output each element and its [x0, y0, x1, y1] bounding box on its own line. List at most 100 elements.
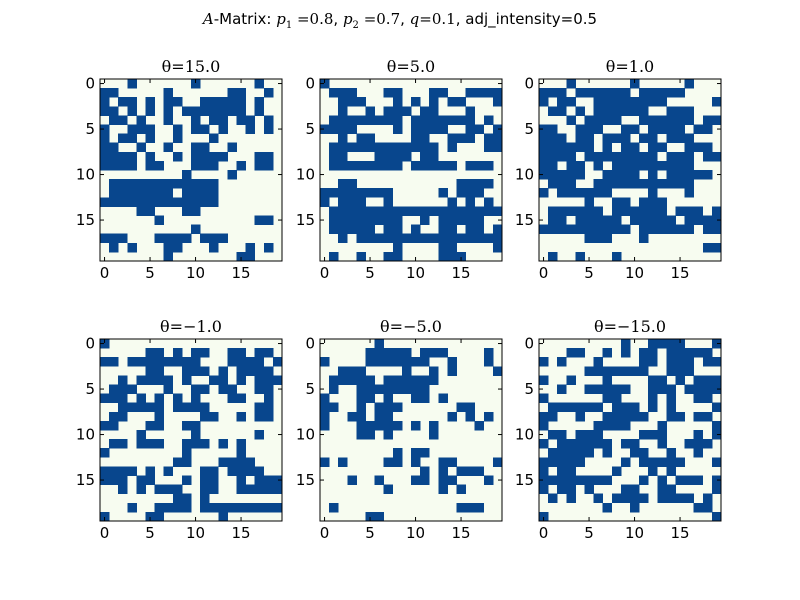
heatmap-cell-run	[539, 511, 549, 522]
heatmap-cell-run	[539, 97, 549, 107]
heatmap-cell-run	[702, 357, 722, 367]
y-tick-label: 0	[305, 335, 315, 353]
heatmap-cell-run	[374, 339, 385, 349]
heatmap-cell-run	[584, 115, 622, 125]
heatmap-cell-run	[666, 170, 713, 180]
heatmap-cell-run	[711, 475, 722, 485]
heatmap-cell-run	[438, 215, 485, 225]
heatmap-cell-run	[145, 511, 165, 522]
heatmap-cell-run	[109, 179, 219, 189]
heatmap-cell-run	[145, 466, 155, 476]
heatmap-cell-run	[254, 106, 265, 116]
heatmap-cell-run	[100, 142, 119, 153]
heatmap-cell-run	[172, 151, 183, 162]
suptitle-separator-1: ,	[333, 10, 343, 28]
heatmap-cell-run	[227, 466, 265, 476]
heatmap-cell-run	[711, 206, 722, 216]
x-tick-label: 10	[406, 264, 425, 282]
heatmap-cell-run	[593, 179, 695, 189]
heatmap-cell-run	[254, 160, 274, 171]
heatmap-cell-run	[711, 484, 722, 495]
heatmap-cell-run	[630, 215, 676, 225]
heatmap-cell-run	[163, 242, 183, 253]
heatmap-cell-run	[602, 393, 622, 404]
heatmap-cell-run	[456, 502, 485, 513]
heatmap-panel-6: θ=−15.0 0 5 10 15 0 5 10 15	[515, 317, 722, 542]
heatmap-cell-run	[539, 170, 585, 180]
heatmap-cell-run	[136, 439, 165, 449]
heatmap-cell-run	[447, 357, 457, 367]
heatmap-cell-run	[254, 411, 274, 422]
heatmap-cell-run	[566, 375, 576, 385]
heatmap-cell-run	[539, 420, 549, 431]
heatmap-cell-run	[492, 457, 503, 467]
heatmap-cell-run	[356, 133, 375, 144]
heatmap-cell-run	[181, 206, 201, 216]
heatmap-cell-run	[383, 484, 394, 495]
heatmap-cell-run	[666, 357, 695, 367]
heatmap-cell-run	[575, 411, 585, 422]
heatmap-cell-run	[639, 233, 649, 244]
heatmap-cell-run	[100, 160, 137, 171]
heatmap-cell-run	[263, 124, 274, 134]
heatmap-cell-run	[492, 242, 503, 253]
subplot-title: θ=15.0	[162, 57, 221, 76]
heatmap-cell-run	[639, 224, 695, 235]
heatmap-cell-run	[684, 215, 722, 225]
heatmap-cell-run	[639, 457, 685, 467]
heatmap-cell-run	[100, 106, 119, 116]
heatmap-cell-run	[154, 215, 165, 225]
heatmap-cell-run	[548, 430, 567, 440]
heatmap-cell-run	[611, 206, 667, 216]
heatmap-cell-run	[329, 151, 348, 162]
heatmap-cell-run	[263, 393, 274, 404]
heatmap-cell-run	[209, 115, 228, 125]
heatmap-cell-run	[438, 466, 448, 476]
heatmap-cell-run	[483, 357, 494, 367]
heatmap-cell-run	[666, 366, 695, 376]
heatmap-cell-run	[711, 339, 722, 349]
axes-frame	[99, 338, 283, 522]
x-tick-label: 15	[452, 264, 471, 282]
heatmap-cell-run	[100, 97, 110, 107]
x-tick-label: 15	[452, 524, 471, 542]
y-tick-label: 0	[305, 75, 315, 93]
suptitle-q-symbol: q	[409, 10, 420, 28]
heatmap-cell-run	[539, 224, 631, 235]
heatmap-cell-run	[711, 511, 722, 522]
suptitle-p2-letter: p	[342, 10, 353, 28]
heatmap-cell-run	[163, 466, 174, 476]
heatmap-cell-run	[639, 197, 667, 207]
heatmap-cell-run	[254, 215, 274, 225]
heatmap-cell-run	[191, 384, 210, 394]
heatmap-cell-run	[329, 384, 339, 394]
heatmap-cell-run	[639, 357, 658, 367]
heatmap-cell-run	[539, 142, 594, 153]
heatmap-cell-run	[666, 348, 713, 358]
heatmap-cell-run	[127, 242, 137, 253]
heatmap-cell-run	[254, 79, 265, 89]
y-tick-label: 15	[296, 211, 315, 229]
y-tick-label: 10	[296, 166, 315, 184]
heatmap-cell-run	[539, 484, 549, 495]
heatmap-cell-run	[575, 215, 622, 225]
suptitle-p1-letter: p	[276, 10, 286, 28]
heatmap-cell-run	[657, 439, 667, 449]
heatmap-cell-run	[191, 142, 210, 153]
heatmap-cell-run	[465, 106, 476, 116]
heatmap-cell-run	[483, 475, 494, 485]
heatmap-cell-run	[539, 375, 549, 385]
y-tick-label: 10	[515, 166, 534, 184]
heatmap-cell-run	[648, 142, 667, 153]
x-tick-label: 15	[232, 524, 251, 542]
heatmap-cell-run	[693, 502, 713, 513]
heatmap-cell-run	[420, 151, 439, 162]
heatmap-cell-run	[218, 439, 228, 449]
heatmap-cell-run	[127, 79, 137, 89]
heatmap-cell-run	[492, 224, 503, 235]
heatmap-cell-run	[429, 430, 439, 440]
heatmap-cell-run	[666, 106, 695, 116]
heatmap-cell-run	[702, 224, 722, 235]
heatmap-cell-run	[593, 420, 631, 431]
